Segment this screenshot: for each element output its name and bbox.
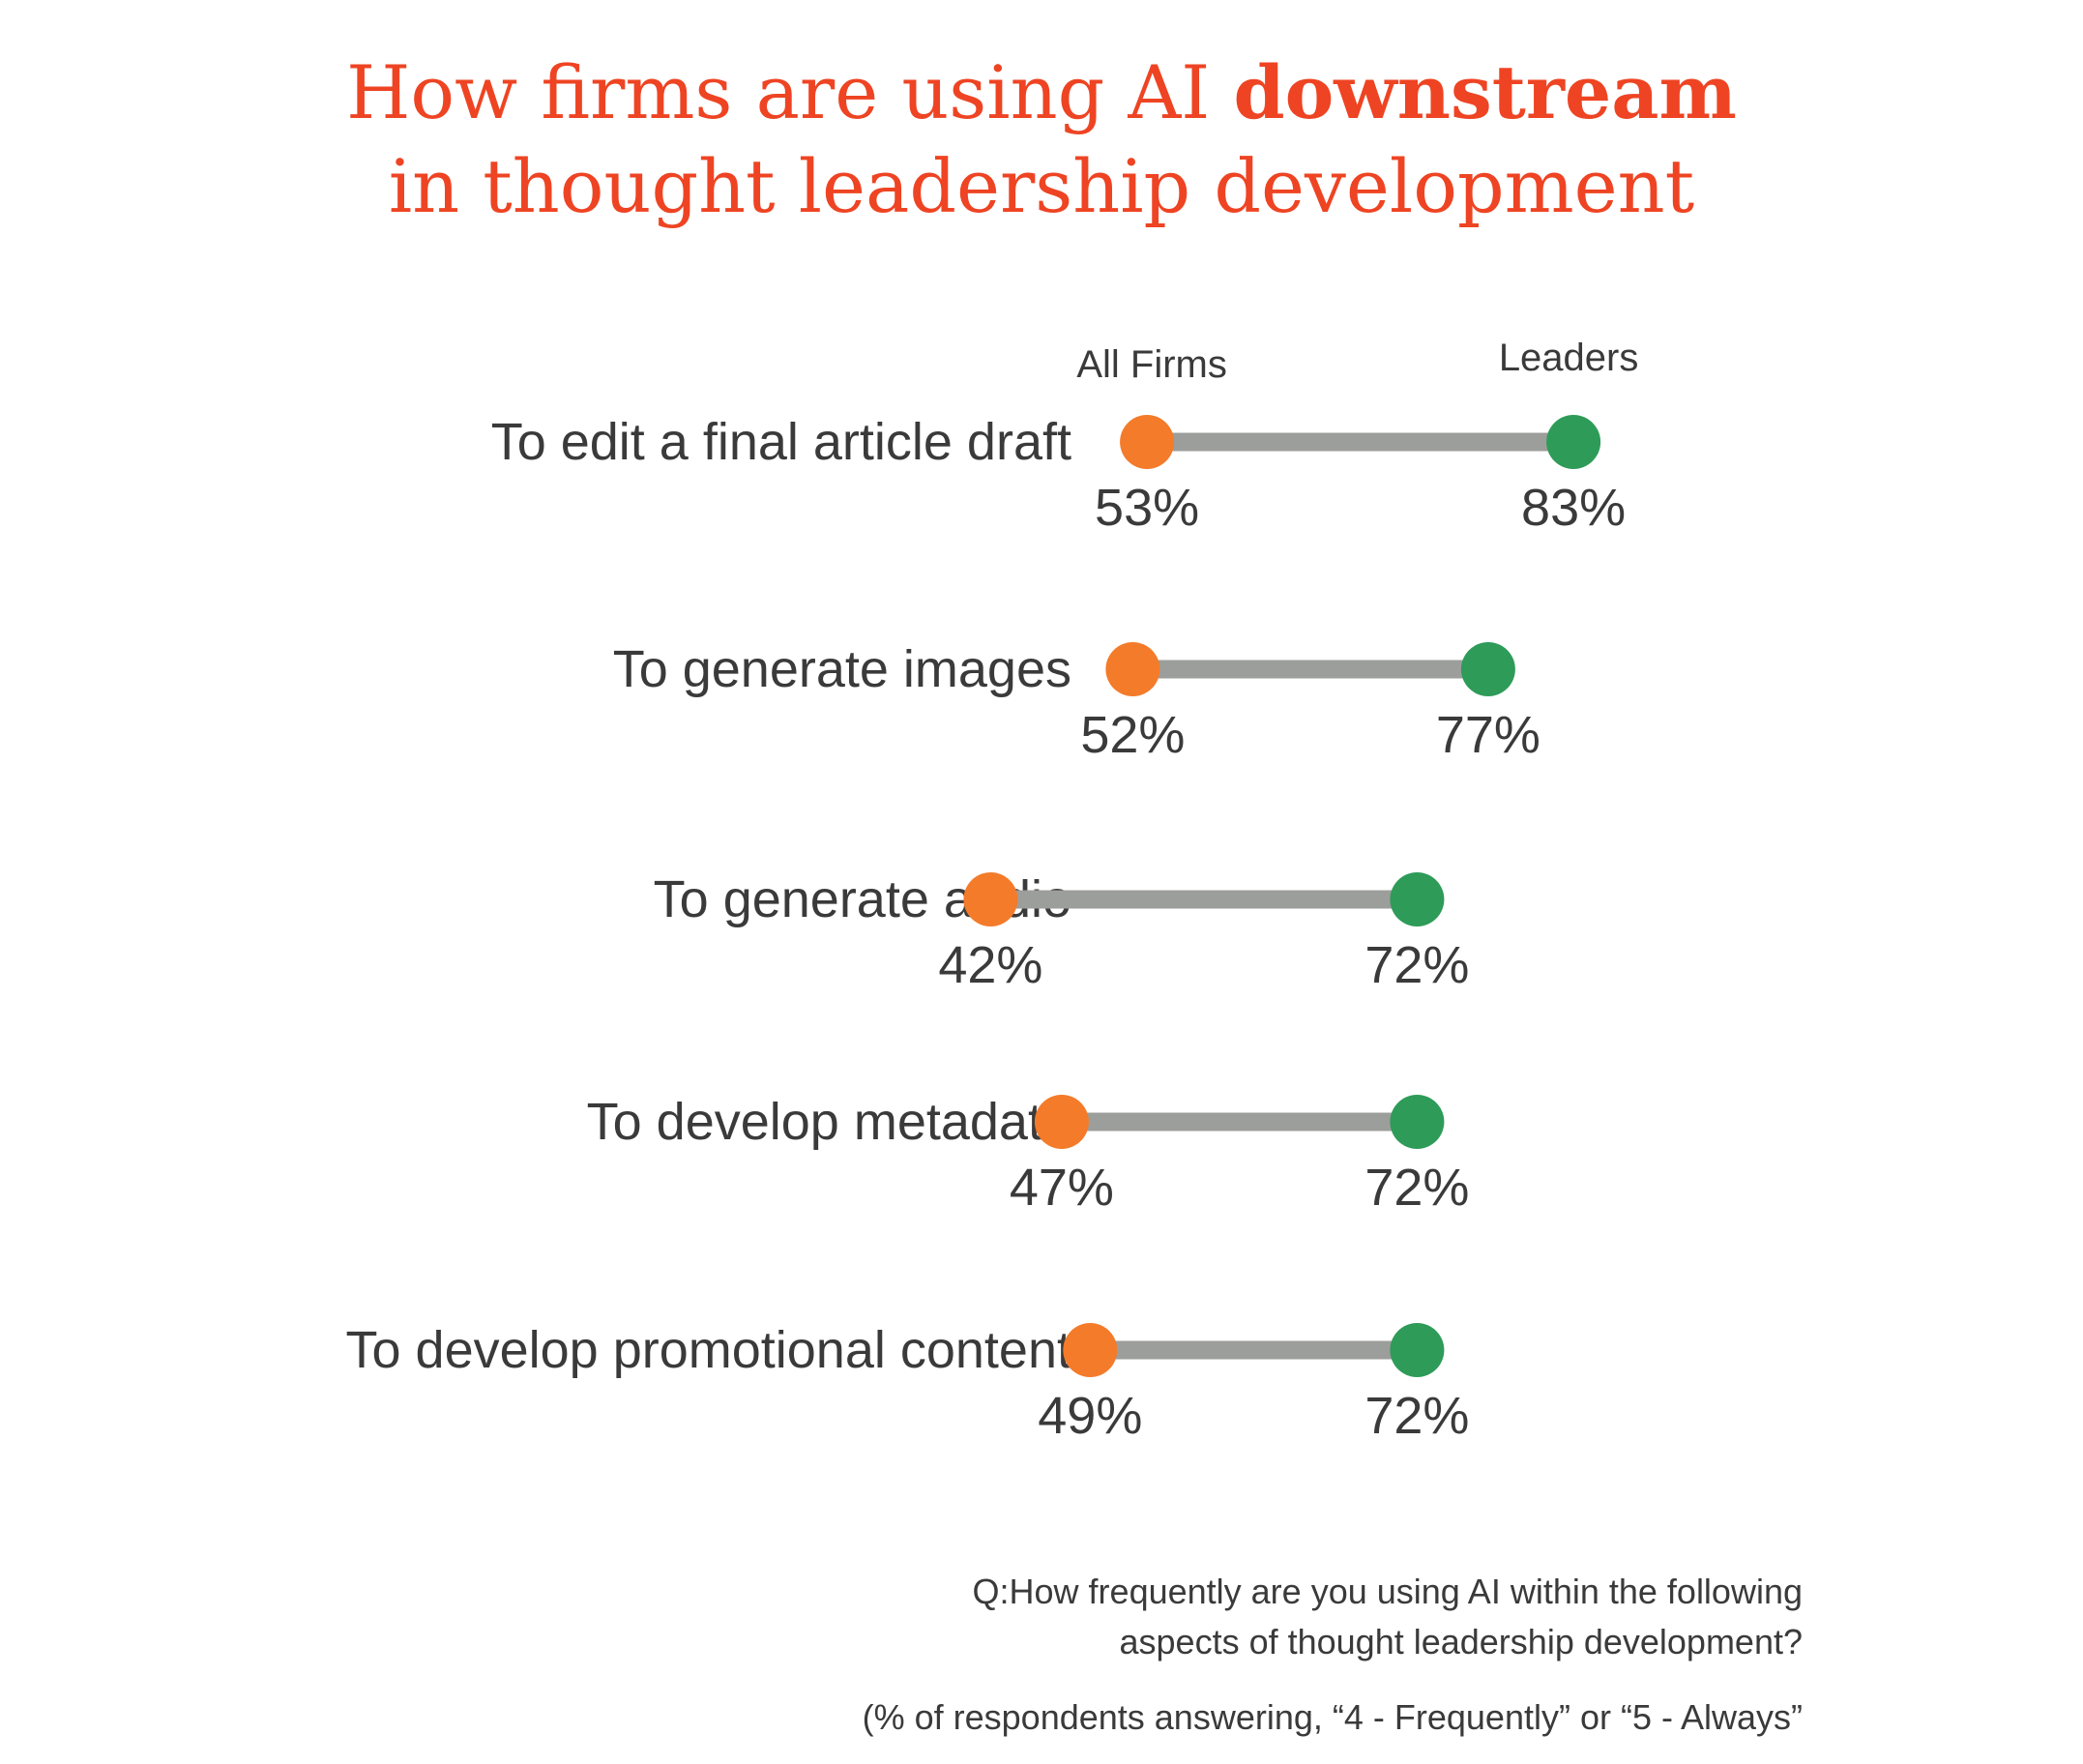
- leaders-dot: [1460, 642, 1515, 696]
- leaders-value-label: 72%: [1364, 936, 1469, 994]
- category-label: To edit a final article draft: [491, 413, 1071, 471]
- all-firms-dot: [1105, 642, 1160, 696]
- leaders-value-label: 77%: [1436, 706, 1540, 764]
- category-label: To develop metadata: [587, 1093, 1072, 1151]
- category-label: To develop promotional content: [346, 1321, 1072, 1379]
- all-firms-value-label: 42%: [938, 936, 1042, 994]
- title-prefix: How firms are using AI: [346, 49, 1234, 135]
- question-line-1: Q:How frequently are you using AI within…: [972, 1572, 1803, 1611]
- legend-all-firms: All Firms: [1076, 343, 1227, 386]
- chart-title: How firms are using AI downstream in tho…: [0, 46, 2083, 233]
- all-firms-value-label: 52%: [1080, 706, 1185, 764]
- leaders-value-label: 72%: [1364, 1387, 1469, 1445]
- all-firms-value-label: 53%: [1095, 479, 1199, 537]
- survey-question: Q:How frequently are you using AI within…: [973, 1567, 1803, 1667]
- title-line-2: in thought leadership development: [388, 142, 1695, 229]
- all-firms-dot: [1120, 415, 1175, 469]
- leaders-value-label: 83%: [1521, 479, 1626, 537]
- leaders-dot: [1390, 1323, 1445, 1377]
- survey-base-note: (% of respondents answering, “4 - Freque…: [862, 1697, 1803, 1737]
- legend-leaders: Leaders: [1499, 337, 1639, 379]
- all-firms-dot: [963, 872, 1018, 926]
- leaders-dot: [1390, 1095, 1445, 1149]
- title-line-1: How firms are using AI downstream: [0, 46, 2083, 140]
- title-emphasis: downstream: [1233, 49, 1737, 135]
- category-label: To generate images: [613, 640, 1071, 698]
- leaders-value-label: 72%: [1364, 1159, 1469, 1217]
- all-firms-dot: [1034, 1095, 1089, 1149]
- all-firms-value-label: 47%: [1010, 1159, 1114, 1217]
- all-firms-dot: [1063, 1323, 1118, 1377]
- question-line-2: aspects of thought leadership developmen…: [1119, 1622, 1803, 1662]
- leaders-dot: [1546, 415, 1601, 469]
- all-firms-value-label: 49%: [1038, 1387, 1142, 1445]
- leaders-dot: [1390, 872, 1445, 926]
